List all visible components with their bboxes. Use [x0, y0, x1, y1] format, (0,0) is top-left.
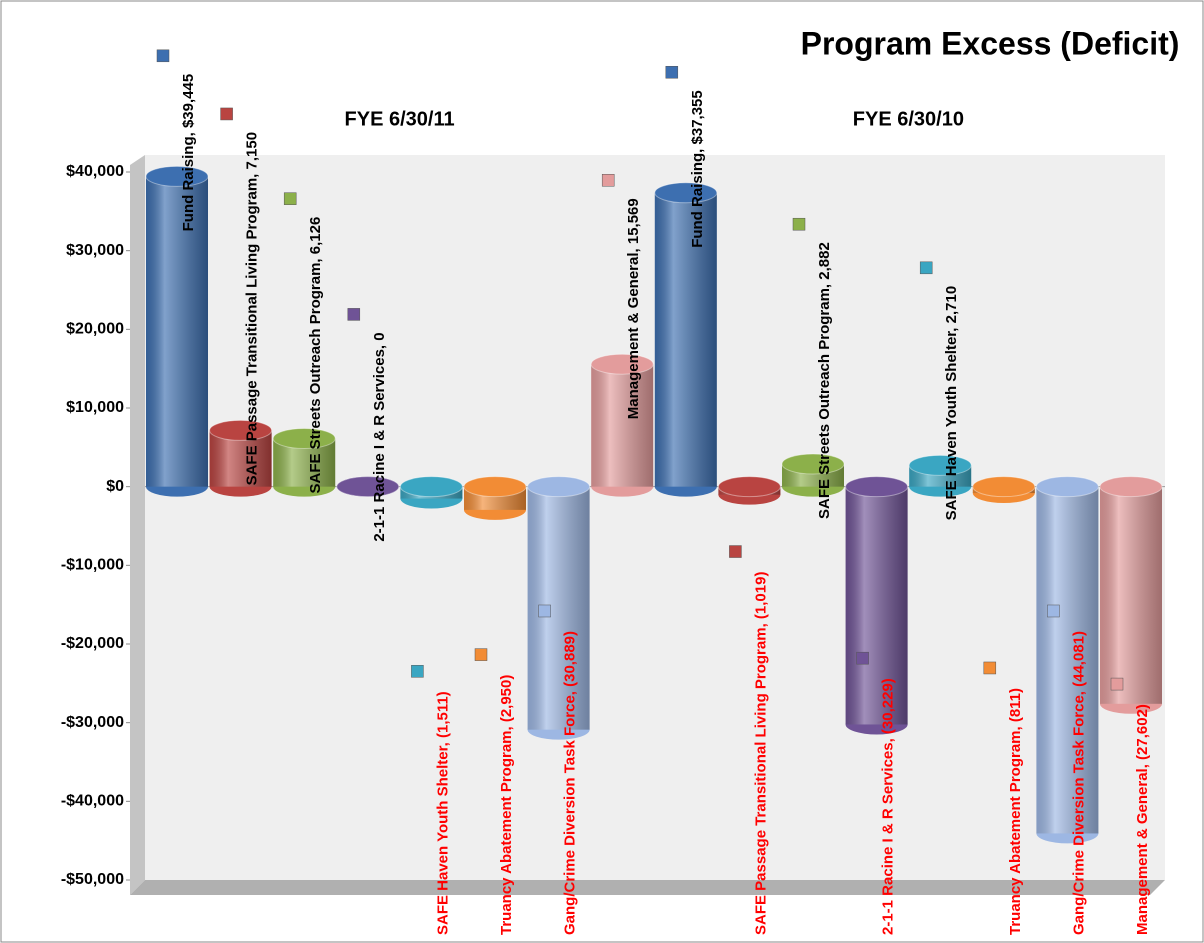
chart-title: Program Excess (Deficit): [801, 25, 1180, 61]
bar-top: [908, 454, 972, 476]
data-label: Truancy Abatement Program, (811): [1007, 688, 1024, 935]
bar-shade: [591, 364, 654, 487]
legend-key: [792, 217, 806, 231]
legend-key: [156, 49, 170, 63]
bar-top: [1099, 476, 1163, 498]
legend-key: [220, 107, 233, 121]
legend-key: [1110, 677, 1124, 691]
category-label: FYE 6/30/11: [345, 108, 455, 130]
legend-key: [283, 192, 297, 205]
data-label: SAFE Passage Transitional Living Program…: [752, 572, 769, 935]
bar-shade: [654, 192, 717, 487]
bar-shade: [1036, 486, 1099, 834]
bar-top: [590, 353, 654, 375]
bar-shade: [1100, 486, 1162, 704]
data-label: Fund Raising, $39,445: [180, 74, 197, 232]
bar-top: [399, 476, 463, 498]
data-label: SAFE Streets Outreach Program, 6,126: [307, 217, 324, 494]
legend-key: [729, 545, 742, 558]
category-label: FYE 6/30/10: [853, 108, 964, 130]
legend-key: [919, 261, 933, 275]
data-label: SAFE Haven Youth Shelter, (1,511): [434, 691, 451, 935]
bar-top: [463, 476, 527, 498]
bar-shade: [527, 486, 590, 730]
data-label: Truancy Abatement Program, (2,950): [498, 675, 515, 935]
bar-shade: [146, 176, 208, 487]
legend-key: [856, 651, 869, 665]
floor: [130, 880, 1165, 895]
data-label: SAFE Haven Youth Shelter, 2,710: [943, 286, 960, 521]
data-label: Fund Raising, $37,355: [689, 90, 706, 248]
bar-top: [336, 476, 400, 498]
y-tick-label: -$50,000: [61, 871, 124, 888]
legend-key: [474, 648, 488, 661]
data-label: Gang/Crime Diversion Task Force, (44,081…: [1070, 631, 1087, 935]
axis-side: [130, 155, 145, 895]
bar-top: [717, 476, 781, 498]
y-tick-label: $20,000: [66, 321, 124, 338]
data-label: 2-1-1 Racine I & R Services, (30,229): [880, 678, 897, 935]
bar-top: [972, 476, 1036, 498]
bar-top: [845, 476, 909, 498]
y-tick-label: $10,000: [66, 399, 124, 416]
y-tick-label: $0: [106, 478, 124, 495]
y-tick-label: $30,000: [66, 242, 124, 259]
legend-key: [538, 604, 551, 618]
data-label: Gang/Crime Diversion Task Force, (30,889…: [562, 631, 579, 935]
legend-key: [1047, 604, 1060, 618]
y-tick-label: $40,000: [66, 163, 124, 180]
bar-top: [654, 182, 718, 204]
data-label: SAFE Streets Outreach Program, 2,882: [816, 242, 833, 519]
data-label: 2-1-1 Racine I & R Services, 0: [371, 332, 388, 541]
legend-key: [983, 661, 997, 675]
bar-top: [527, 476, 591, 498]
legend-key: [665, 65, 679, 79]
bar-shade: [845, 486, 908, 725]
y-tick-label: -$30,000: [61, 714, 124, 731]
legend-key: [601, 174, 615, 187]
y-tick-label: -$20,000: [61, 635, 124, 652]
data-label: Management & General, 15,569: [625, 198, 642, 419]
data-label: Management & General, (27,602): [1134, 704, 1151, 935]
bar-top: [781, 453, 845, 475]
bar-top: [209, 419, 273, 441]
y-tick-label: -$10,000: [61, 557, 124, 574]
legend-key: [411, 665, 424, 678]
bar-top: [1035, 476, 1099, 498]
legend-key: [347, 308, 361, 321]
bar-top: [272, 427, 336, 449]
data-label: SAFE Passage Transitional Living Program…: [244, 132, 261, 485]
y-tick-label: -$40,000: [61, 793, 124, 810]
bar-top: [145, 165, 209, 187]
